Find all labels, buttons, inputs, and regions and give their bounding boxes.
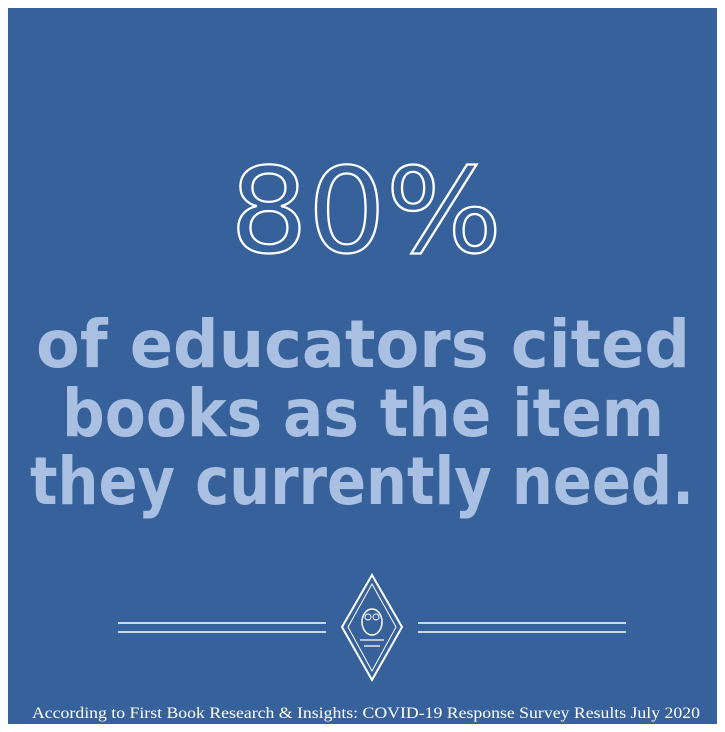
panel: [8, 8, 717, 724]
divider: [118, 622, 626, 633]
emblem-book: [360, 639, 384, 647]
emblem-eye: [372, 613, 380, 621]
statement-line: they currently need.: [30, 443, 694, 520]
emblem-diamond-inner: [347, 582, 397, 673]
stat-value: 80%: [230, 142, 502, 280]
emblem-diamond: [340, 572, 404, 683]
emblem: [340, 572, 404, 683]
statement-line: books as the item: [62, 375, 664, 452]
emblem-owl: [361, 608, 383, 636]
emblem-eye: [364, 613, 372, 621]
statement-line: of educators cited: [36, 306, 690, 383]
footer-source: According to First Book Research & Insig…: [32, 705, 700, 722]
